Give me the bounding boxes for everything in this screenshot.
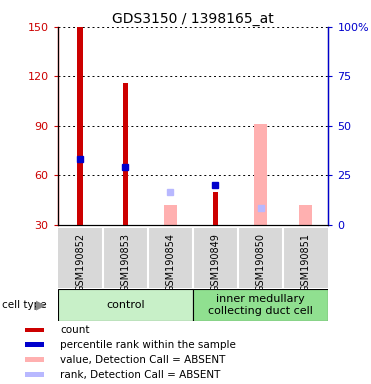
Text: GSM190851: GSM190851 [301, 233, 311, 292]
Text: cell type: cell type [2, 300, 46, 310]
Bar [26, 372, 45, 377]
Text: rank, Detection Call = ABSENT: rank, Detection Call = ABSENT [60, 370, 220, 380]
Text: inner medullary
collecting duct cell: inner medullary collecting duct cell [208, 294, 313, 316]
Bar [58, 289, 193, 321]
Bar [254, 124, 267, 225]
Text: GSM190853: GSM190853 [120, 233, 130, 292]
Text: percentile rank within the sample: percentile rank within the sample [60, 340, 236, 350]
Text: value, Detection Call = ABSENT: value, Detection Call = ABSENT [60, 355, 225, 365]
Bar [26, 343, 45, 347]
Text: GSM190852: GSM190852 [75, 233, 85, 292]
Bar [213, 192, 218, 225]
Bar [122, 83, 128, 225]
Text: GSM190854: GSM190854 [165, 233, 175, 292]
Text: control: control [106, 300, 145, 310]
Bar [193, 289, 328, 321]
Bar [164, 205, 177, 225]
Title: GDS3150 / 1398165_at: GDS3150 / 1398165_at [112, 12, 274, 26]
Bar [299, 205, 312, 225]
Text: GSM190849: GSM190849 [210, 233, 220, 292]
Text: ▶: ▶ [36, 298, 46, 311]
Bar [26, 328, 45, 333]
Text: count: count [60, 325, 89, 335]
Text: GSM190850: GSM190850 [256, 233, 266, 292]
Bar [26, 358, 45, 362]
Bar [78, 27, 83, 225]
